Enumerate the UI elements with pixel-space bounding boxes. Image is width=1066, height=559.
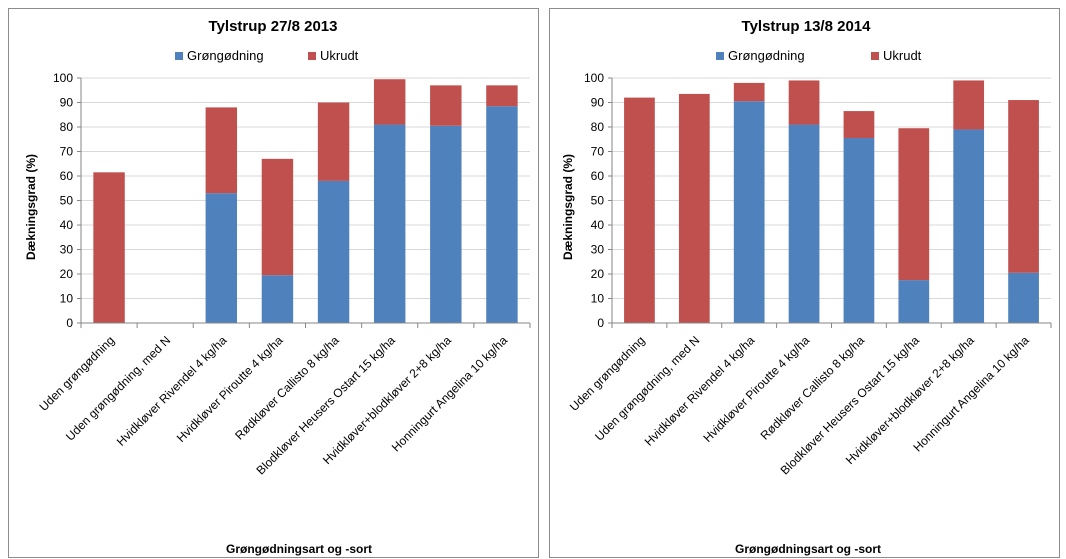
y-axis-label: Dækningsgrad (%) [561, 154, 575, 260]
bar-grongodning [373, 124, 406, 323]
bar-ukrudt [788, 80, 820, 125]
y-tick-label: 20 [60, 267, 74, 281]
y-tick-label: 10 [60, 292, 74, 306]
y-tick-label: 0 [597, 316, 604, 330]
y-tick-label: 60 [60, 169, 74, 183]
y-tick-label: 70 [591, 145, 605, 159]
x-category-label: Honningurt Angelina 10 kg/ha [910, 333, 1031, 454]
y-tick-label: 0 [66, 316, 73, 330]
legend-label-gron: Grøngødning [187, 48, 264, 63]
bar-ukrudt [261, 158, 294, 276]
x-axis-label: Grøngødningsart og -sort [226, 542, 372, 556]
bar-grongodning [317, 180, 350, 323]
legend-swatch-gron [175, 52, 183, 60]
bar-grongodning [1008, 272, 1039, 323]
y-tick-label: 40 [60, 218, 74, 232]
x-category-label: Honningurt Angelina 10 kg/ha [389, 333, 510, 454]
y-tick-label: 100 [53, 71, 73, 85]
y-tick-label: 40 [591, 218, 605, 232]
bar-ukrudt [843, 111, 875, 139]
legend-label-ukrudt: Ukrudt [883, 48, 922, 63]
legend-swatch-ukrudt [308, 52, 316, 60]
y-tick-label: 90 [60, 96, 74, 110]
x-category-label: Hvidkløver Rivendel 4 kg/ha [114, 333, 230, 449]
x-category-label: Rødkløver Callisto 8 kg/ha [232, 333, 342, 443]
legend-label-gron: Grøngødning [728, 48, 805, 63]
y-tick-label: 10 [591, 292, 605, 306]
bar-grongodning [205, 193, 238, 323]
y-tick-label: 50 [60, 194, 74, 208]
bar-grongodning [486, 106, 518, 323]
bar-ukrudt [93, 172, 125, 323]
y-tick-label: 30 [60, 243, 74, 257]
chart-panel-2013: Tylstrup 27/8 2013 Grøngødning Ukrudt Dæ… [8, 8, 539, 558]
y-tick-label: 80 [591, 120, 605, 134]
chart-panel-2014: Tylstrup 13/8 2014 Grøngødning Ukrudt Dæ… [549, 8, 1060, 558]
x-axis-label: Grøngødningsart og -sort [735, 542, 881, 556]
bar-ukrudt [430, 85, 462, 126]
bar-ukrudt [317, 102, 350, 181]
bar-ukrudt [205, 107, 238, 194]
bar-grongodning [733, 101, 765, 324]
bar-ukrudt [898, 128, 930, 281]
y-axis-label: Dækningsgrad (%) [24, 154, 38, 260]
bar-ukrudt [733, 82, 765, 102]
x-category-label: Uden grøngødning, med N [63, 333, 173, 443]
y-tick-label: 50 [591, 194, 605, 208]
y-tick-label: 100 [584, 71, 604, 85]
bar-ukrudt [373, 79, 406, 125]
chart-title: Tylstrup 27/8 2013 [209, 18, 338, 35]
bar-ukrudt [624, 97, 655, 323]
legend-swatch-gron [716, 52, 724, 60]
bar-grongodning [843, 138, 875, 323]
bar-ukrudt [1008, 100, 1039, 273]
legend-label-ukrudt: Ukrudt [320, 48, 359, 63]
legend-swatch-ukrudt [871, 52, 879, 60]
y-tick-label: 20 [591, 267, 605, 281]
bar-grongodning [898, 280, 930, 323]
chart-2013: Tylstrup 27/8 2013 Grøngødning Ukrudt Dæ… [24, 18, 531, 556]
y-tick-label: 30 [591, 243, 605, 257]
bar-grongodning [430, 125, 462, 324]
bar-ukrudt [486, 85, 518, 107]
bar-ukrudt [678, 93, 710, 323]
bar-grongodning [261, 275, 294, 323]
bar-ukrudt [953, 80, 985, 130]
bar-grongodning [788, 124, 820, 323]
chart-title: Tylstrup 13/8 2014 [742, 18, 872, 35]
legend: Grøngødning Ukrudt [175, 48, 359, 63]
y-tick-label: 60 [591, 169, 605, 183]
chart-2014: Tylstrup 13/8 2014 Grøngødning Ukrudt Dæ… [561, 18, 1052, 556]
x-category-label: Hvidkløver Piroutte 4 kg/ha [174, 333, 286, 445]
x-category-label: Rødkløver Callisto 8 kg/ha [758, 333, 868, 443]
bar-grongodning [953, 129, 985, 323]
y-tick-label: 70 [60, 145, 74, 159]
legend: Grøngødning Ukrudt [716, 48, 922, 63]
y-tick-label: 90 [591, 96, 605, 110]
x-category-label: Hvidkløver Rivendel 4 kg/ha [642, 333, 758, 449]
y-tick-label: 80 [60, 120, 74, 134]
x-category-label: Uden grøngødning, med N [592, 333, 702, 443]
x-category-label: Hvidkløver Piroutte 4 kg/ha [700, 333, 812, 445]
